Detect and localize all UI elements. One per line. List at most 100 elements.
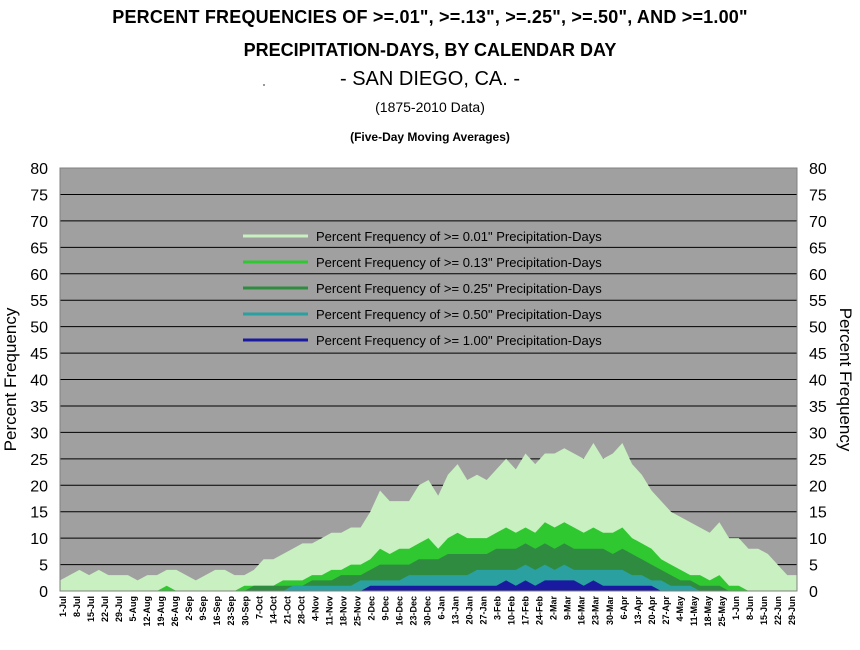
x-tick-label: 7-Oct — [254, 596, 264, 619]
x-tick-label: 20-Apr — [647, 596, 657, 625]
x-tick-label: 12-Aug — [142, 596, 152, 627]
x-tick-label: 11-Nov — [324, 596, 334, 626]
legend-label-2: Percent Frequency of >= 0.13" Precipitat… — [316, 255, 602, 270]
y-tick-label-left: 40 — [30, 373, 48, 390]
x-tick-label: 6-Apr — [619, 596, 629, 620]
x-tick-label: 30-Sep — [240, 595, 250, 625]
x-tick-label: 16-Dec — [395, 596, 405, 626]
x-tick-label: 9-Mar — [563, 596, 573, 621]
y-axis-title-right: Percent Frequency — [836, 308, 855, 452]
y-tick-label-right: 55 — [809, 293, 827, 310]
y-tick-label-right: 75 — [809, 187, 827, 204]
x-tick-label: 8-Jun — [745, 596, 755, 620]
x-tick-label: 1-Jun — [731, 596, 741, 620]
x-tick-label: 14-Oct — [268, 596, 278, 624]
y-tick-label-left: 70 — [30, 214, 48, 231]
x-tick-label: 6-Jan — [437, 596, 447, 620]
x-tick-label: 22-Jun — [773, 596, 783, 625]
chart-title-line1: PERCENT FREQUENCIES OF >=.01", >=.13", >… — [112, 7, 748, 27]
x-tick-label: 8-Jul — [72, 596, 82, 617]
x-tick-label: 13-Jan — [451, 596, 461, 625]
y-tick-label-left: 60 — [30, 267, 48, 284]
y-tick-label-right: 45 — [809, 346, 827, 363]
x-tick-label: 24-Feb — [535, 596, 545, 626]
x-tick-label: 28-Oct — [296, 596, 306, 624]
x-tick-label: 16-Mar — [577, 596, 587, 626]
x-tick-label: 27-Apr — [661, 596, 671, 625]
x-tick-label: 15-Jul — [86, 596, 96, 622]
y-tick-label-right: 40 — [809, 373, 827, 390]
x-tick-label: 9-Dec — [380, 596, 390, 621]
stray-dot — [263, 84, 265, 86]
x-tick-label: 20-Jan — [465, 596, 475, 625]
x-tick-label: 15-Jun — [759, 596, 769, 625]
x-tick-label: 2-Mar — [549, 596, 559, 621]
legend-label-4: Percent Frequency of >= 0.50" Precipitat… — [316, 307, 602, 322]
x-tick-label: 19-Aug — [156, 596, 166, 627]
y-tick-label-left: 0 — [39, 584, 48, 601]
x-tick-label: 29-Jun — [787, 596, 797, 625]
x-tick-label: 10-Feb — [507, 596, 517, 626]
y-tick-label-right: 65 — [809, 240, 827, 257]
x-tick-label: 9-Sep — [198, 596, 208, 621]
y-tick-label-right: 0 — [809, 584, 818, 601]
x-tick-label: 22-Jul — [100, 596, 110, 622]
x-tick-label: 21-Oct — [282, 596, 292, 624]
x-tick-label: 23-Sep — [226, 595, 236, 625]
y-tick-label-left: 20 — [30, 478, 48, 495]
x-tick-label: 3-Feb — [493, 596, 503, 621]
x-tick-label: 26-Aug — [170, 596, 180, 627]
x-tick-label: 30-Dec — [423, 596, 433, 626]
x-tick-label: 18-Nov — [338, 596, 348, 626]
y-tick-label-left: 10 — [30, 531, 48, 548]
plot-frame — [59, 167, 798, 592]
y-tick-label-left: 5 — [39, 558, 48, 575]
legend-label-1: Percent Frequency of >= 0.01" Precipitat… — [316, 229, 602, 244]
x-tick-label: 17-Feb — [521, 596, 531, 626]
chart-subtitle-averaging: (Five-Day Moving Averages) — [350, 130, 510, 144]
x-tick-label: 30-Mar — [605, 596, 615, 626]
x-tick-label: 4-Nov — [310, 596, 320, 621]
y-tick-label-left: 50 — [30, 320, 48, 337]
legend-label-3: Percent Frequency of >= 0.25" Precipitat… — [316, 281, 602, 296]
y-tick-label-left: 55 — [30, 293, 48, 310]
y-tick-label-left: 80 — [30, 161, 48, 178]
y-axis-title-left: Percent Frequency — [1, 307, 20, 451]
y-tick-label-right: 15 — [809, 505, 827, 522]
y-tick-label-right: 10 — [809, 531, 827, 548]
y-tick-label-right: 50 — [809, 320, 827, 337]
y-tick-label-left: 75 — [30, 187, 48, 204]
y-tick-label-right: 5 — [809, 558, 818, 575]
x-tick-label: 23-Mar — [591, 596, 601, 626]
y-tick-label-right: 70 — [809, 214, 827, 231]
x-tick-label: 13-Apr — [633, 596, 643, 625]
x-tick-label: 1-Jul — [58, 596, 68, 617]
y-tick-label-left: 35 — [30, 399, 48, 416]
y-tick-label-left: 45 — [30, 346, 48, 363]
y-tick-label-right: 60 — [809, 267, 827, 284]
x-tick-label: 23-Dec — [409, 596, 419, 626]
y-tick-label-left: 15 — [30, 505, 48, 522]
y-tick-label-right: 30 — [809, 425, 827, 442]
x-tick-label: 25-May — [717, 596, 727, 627]
x-tick-label: 16-Sep — [212, 595, 222, 625]
x-tick-label: 18-May — [703, 596, 713, 627]
y-tick-label-right: 80 — [809, 161, 827, 178]
x-tick-label: 2-Sep — [184, 596, 194, 621]
x-tick-label: 4-May — [675, 596, 685, 622]
x-tick-label: 11-May — [689, 596, 699, 626]
y-tick-label-right: 35 — [809, 399, 827, 416]
series-area-5 — [60, 580, 797, 591]
series-area-4 — [60, 564, 797, 591]
chart-title-location: - SAN DIEGO, CA. - — [339, 68, 521, 90]
x-tick-label: 2-Dec — [366, 596, 376, 621]
chart-title-line2: PRECIPITATION-DAYS, BY CALENDAR DAY — [243, 40, 617, 60]
chart-subtitle-years: (1875-2010 Data) — [375, 99, 485, 115]
y-tick-label-left: 65 — [30, 240, 48, 257]
x-tick-label: 5-Aug — [128, 596, 138, 622]
y-tick-label-right: 20 — [809, 478, 827, 495]
x-tick-label: 27-Jan — [479, 596, 489, 625]
y-tick-label-left: 30 — [30, 425, 48, 442]
x-tick-label: 29-Jul — [114, 596, 124, 622]
